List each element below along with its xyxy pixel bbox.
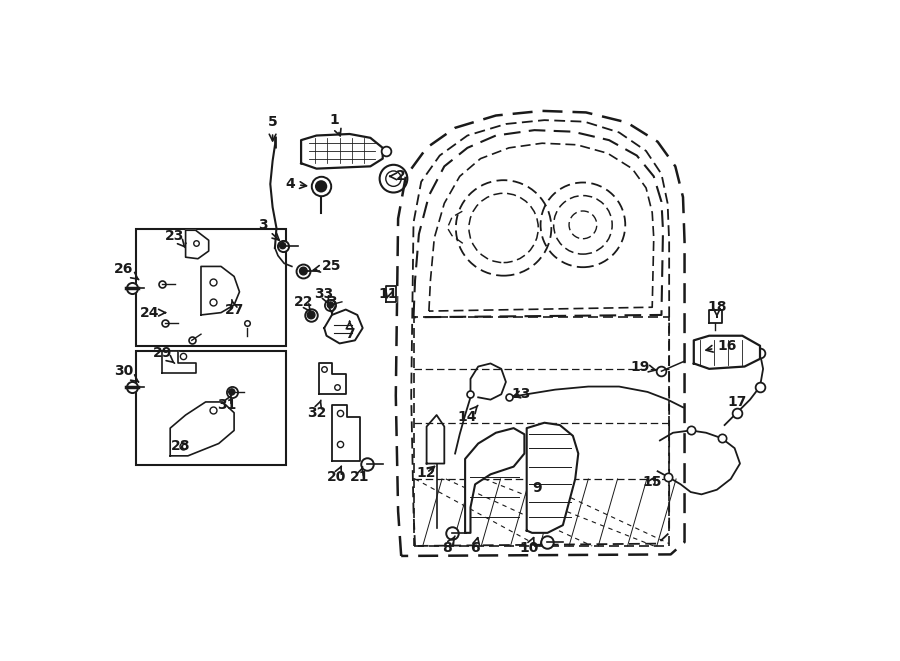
Text: 9: 9 [532, 481, 542, 495]
Bar [136, 351, 286, 465]
Text: 5: 5 [267, 116, 277, 141]
Polygon shape [201, 266, 239, 315]
Polygon shape [526, 423, 579, 533]
Text: 20: 20 [327, 467, 346, 484]
Text: 1: 1 [329, 113, 341, 136]
Text: 11: 11 [378, 287, 398, 301]
Text: 2: 2 [390, 169, 406, 183]
Text: 16: 16 [706, 338, 736, 353]
Polygon shape [386, 286, 396, 302]
Text: 3: 3 [327, 295, 337, 315]
Text: 30: 30 [114, 364, 139, 382]
Text: 18: 18 [707, 300, 726, 317]
Text: 25: 25 [313, 259, 342, 274]
Polygon shape [332, 405, 360, 461]
Polygon shape [709, 309, 722, 323]
Text: 31: 31 [217, 395, 236, 412]
Circle shape [328, 302, 333, 308]
Text: 23: 23 [165, 229, 185, 247]
Circle shape [315, 180, 328, 192]
Circle shape [341, 314, 347, 321]
Polygon shape [170, 402, 234, 456]
Text: 24: 24 [140, 305, 166, 320]
Bar [136, 229, 286, 346]
Text: 28: 28 [170, 439, 190, 453]
Circle shape [307, 311, 315, 319]
Text: 33: 33 [315, 287, 334, 304]
Text: 13: 13 [511, 387, 531, 401]
Polygon shape [185, 230, 209, 258]
Text: 32: 32 [307, 401, 326, 420]
Text: 8: 8 [443, 536, 455, 555]
Text: 27: 27 [224, 300, 244, 317]
Polygon shape [465, 428, 525, 533]
Polygon shape [163, 351, 195, 373]
Text: 4: 4 [285, 177, 307, 191]
Polygon shape [324, 309, 363, 344]
Text: 3: 3 [257, 218, 279, 240]
Text: 12: 12 [417, 466, 436, 480]
Text: 10: 10 [519, 537, 539, 555]
Text: 21: 21 [350, 467, 369, 484]
Polygon shape [694, 336, 760, 369]
Polygon shape [319, 364, 346, 394]
Text: 17: 17 [727, 395, 747, 409]
Circle shape [300, 267, 307, 275]
Text: 6: 6 [471, 537, 480, 555]
Polygon shape [302, 134, 382, 169]
Text: 19: 19 [630, 360, 656, 373]
Text: 26: 26 [114, 262, 139, 280]
Circle shape [229, 389, 235, 395]
Text: 29: 29 [153, 346, 175, 364]
Circle shape [280, 243, 285, 249]
Text: 15: 15 [643, 475, 662, 489]
Text: 14: 14 [458, 405, 478, 424]
Text: 7: 7 [345, 321, 355, 341]
Text: 22: 22 [293, 295, 313, 312]
